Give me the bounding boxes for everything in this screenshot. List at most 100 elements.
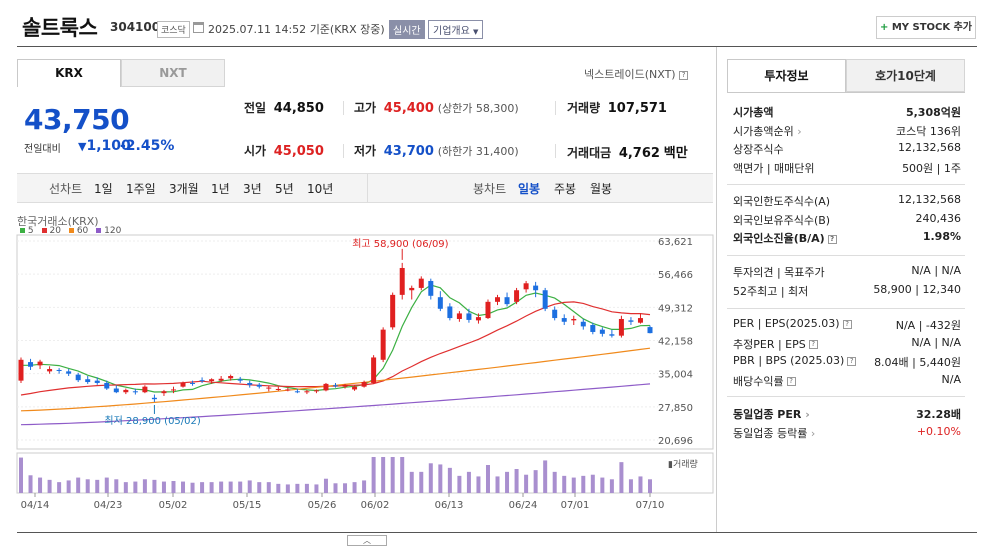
volume-bar: [104, 477, 109, 493]
info-row[interactable]: 추정PER | EPS? N/A | N/A: [733, 336, 961, 354]
candle: [475, 317, 481, 321]
price-chart[interactable]: 63,621 56,466 49,312 42,158 35,004 27,850 20,6…: [0, 205, 716, 531]
candle: [256, 384, 262, 387]
volume-bar: [19, 457, 23, 493]
help-icon[interactable]: ?: [847, 356, 857, 366]
tab-nxt[interactable]: NXT: [121, 59, 225, 87]
x-tick-label: 05/02: [159, 500, 188, 511]
tab-krx[interactable]: KRX: [17, 59, 121, 87]
info-label: 외국인소진율(B/A)?: [733, 230, 837, 246]
period-5y[interactable]: 5년: [275, 182, 294, 196]
y-tick-label: 20,696: [658, 436, 693, 447]
chevron-down-icon: ▼: [473, 28, 479, 36]
info-row: 52주최고 | 최저 58,900 | 12,340: [733, 283, 961, 301]
period-10y[interactable]: 10년: [307, 182, 334, 196]
info-row: 액면가 | 매매단위 500원 | 1주: [733, 160, 961, 178]
info-value: +0.10%: [916, 424, 961, 438]
tab-invest-info[interactable]: 투자정보: [727, 59, 846, 92]
info-row[interactable]: 시가총액순위 › 코스닥 136위: [733, 123, 961, 141]
info-row[interactable]: 배당수익률? N/A: [733, 373, 961, 391]
candle: [47, 369, 53, 372]
candle: [37, 361, 43, 366]
help-icon[interactable]: ?: [786, 377, 796, 387]
volume-bar: [457, 475, 462, 493]
candle-monthly[interactable]: 월봉: [590, 182, 613, 196]
market-badge: 코스닥: [157, 21, 190, 38]
period-1w[interactable]: 1주일: [126, 182, 156, 196]
info-label: 추정PER | EPS?: [733, 336, 818, 352]
plot-frame: [16, 234, 714, 450]
candle: [352, 386, 358, 390]
ma5-line: [21, 284, 651, 393]
info-value: 코스닥 136위: [896, 124, 961, 138]
volume-bar: [76, 477, 81, 493]
realtime-button[interactable]: 실시간: [389, 20, 425, 39]
chevron-up-icon: ︿: [363, 536, 371, 545]
candle: [237, 379, 243, 381]
candle: [113, 388, 119, 393]
info-row[interactable]: 동일업종 등락률 › +0.10%: [733, 425, 961, 443]
candle: [132, 391, 138, 393]
info-value: 5,308억원: [905, 106, 961, 119]
candle: [428, 280, 434, 296]
info-row[interactable]: 동일업종 PER › 32.28배: [733, 406, 961, 424]
x-tick-label: 06/13: [435, 500, 464, 511]
candle-weekly[interactable]: 주봉: [554, 182, 577, 196]
volume-bar: [628, 479, 633, 493]
info-label: 투자의견 | 목표주가: [733, 266, 825, 279]
candle: [75, 374, 81, 381]
volume-bar: [57, 482, 62, 493]
info-row: 상장주식수 12,132,568: [733, 141, 961, 159]
info-label: 상장주식수: [733, 143, 784, 157]
x-tick-label: 05/26: [308, 500, 337, 511]
volume-bar: [304, 483, 309, 493]
volume-bar: [314, 484, 319, 493]
help-icon[interactable]: ?: [808, 340, 818, 350]
candle: [514, 290, 520, 302]
info-label: 외국인한도주식수(A): [733, 195, 831, 208]
candle: [533, 285, 539, 291]
bottom-divider: [17, 532, 977, 533]
candle: [313, 390, 319, 392]
period-1d[interactable]: 1일: [94, 182, 113, 196]
candle: [247, 382, 253, 385]
candle: [552, 309, 558, 319]
tab-orderbook[interactable]: 호가10단계: [846, 59, 965, 92]
volume-bar: [524, 474, 529, 493]
period-3m[interactable]: 3개월: [169, 182, 199, 196]
candle-daily[interactable]: 일봉: [518, 182, 541, 196]
help-icon[interactable]: ?: [842, 319, 852, 329]
candle: [323, 383, 329, 391]
info-label: 배당수익률?: [733, 373, 796, 389]
candle: [380, 329, 386, 360]
candle: [104, 382, 110, 389]
volume-bar: [200, 482, 205, 493]
info-row: 외국인한도주식수(A) 12,132,568: [733, 193, 961, 211]
info-value: 12,132,568: [898, 141, 961, 155]
line-chart-label: 선차트: [49, 182, 83, 196]
collapse-button[interactable]: ︿: [347, 535, 387, 546]
calendar-icon: [193, 22, 204, 33]
info-row: 시가총액 5,308억원: [733, 104, 961, 122]
volume-bar: [362, 480, 367, 493]
candle: [333, 385, 338, 387]
info-row[interactable]: PER | EPS(2025.03)? N/A | -432원: [733, 317, 961, 335]
divider: [367, 174, 368, 202]
tab-underline: [727, 92, 965, 93]
volume-bar: [428, 463, 433, 493]
add-mystock-button[interactable]: + MY STOCK 추가: [876, 16, 976, 39]
info-row[interactable]: PBR | BPS (2025.03)? 8.04배 | 5,440원: [733, 354, 961, 372]
candle: [609, 334, 615, 336]
chevron-right-icon: ›: [793, 124, 802, 138]
corp-info-dropdown[interactable]: 기업개요 ▼: [428, 20, 484, 39]
period-3y[interactable]: 3년: [243, 182, 262, 196]
info-label: 시가총액순위 ›: [733, 124, 802, 138]
x-tick-label: 06/02: [361, 500, 390, 511]
volume-bar: [400, 457, 405, 493]
nxt-link[interactable]: 넥스트레이드(NXT) ?: [584, 66, 689, 82]
info-value: 8.04배 | 5,440원: [874, 356, 961, 370]
info-row[interactable]: 외국인소진율(B/A)? 1.98%: [733, 230, 961, 248]
period-1y[interactable]: 1년: [211, 182, 230, 196]
help-icon[interactable]: ?: [827, 234, 837, 244]
volume-bar: [381, 457, 386, 493]
